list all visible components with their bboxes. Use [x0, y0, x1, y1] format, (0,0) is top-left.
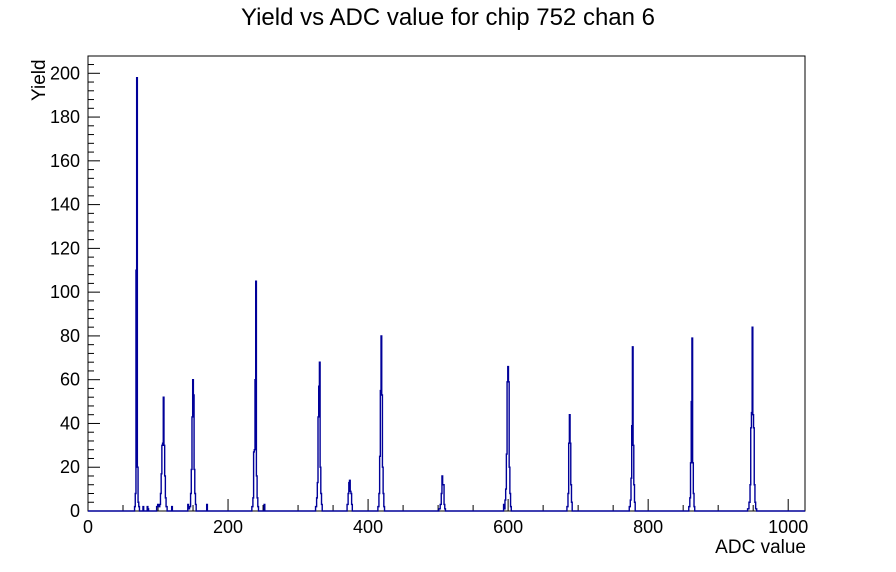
- y-axis-title: Yield: [29, 59, 50, 101]
- y-tick-label: 40: [60, 413, 80, 433]
- y-tick-label: 80: [60, 326, 80, 346]
- chart-title: Yield vs ADC value for chip 752 chan 6: [240, 4, 655, 31]
- x-tick-label: 600: [493, 517, 523, 537]
- x-tick-label: 400: [353, 517, 383, 537]
- x-tick-label: 800: [633, 517, 663, 537]
- y-tick-label: 140: [50, 195, 80, 215]
- y-tick-label: 100: [50, 282, 80, 302]
- histogram-polyline: [88, 76, 805, 512]
- x-tick-label: 200: [213, 517, 243, 537]
- x-tick-label: 0: [83, 517, 93, 537]
- y-tick-label: 20: [60, 457, 80, 477]
- plot-frame: [87, 55, 806, 512]
- x-axis-title: ADC value: [715, 537, 806, 558]
- y-tick-label: 60: [60, 370, 80, 390]
- y-tick-label: 200: [50, 63, 80, 83]
- y-tick-label: 160: [50, 151, 80, 171]
- y-tick-label: 180: [50, 107, 80, 127]
- y-tick-label: 120: [50, 238, 80, 258]
- y-tick-label: 0: [70, 501, 80, 521]
- x-tick-label: 1000: [768, 517, 808, 537]
